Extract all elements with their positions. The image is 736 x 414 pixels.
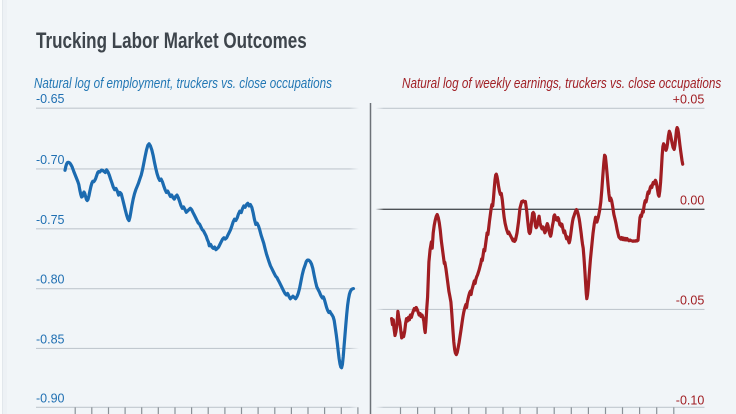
svg-text:-0.90: -0.90 [36,391,65,405]
svg-text:-0.85: -0.85 [36,332,65,346]
svg-text:-0.05: -0.05 [676,293,705,307]
svg-text:-0.65: -0.65 [36,92,65,106]
svg-text:+0.05: +0.05 [673,92,705,106]
svg-text:-0.75: -0.75 [36,213,65,227]
svg-text:0.00: 0.00 [680,193,704,207]
svg-text:-0.80: -0.80 [36,273,65,287]
svg-text:-0.10: -0.10 [676,393,705,407]
svg-text:-0.70: -0.70 [36,153,65,167]
